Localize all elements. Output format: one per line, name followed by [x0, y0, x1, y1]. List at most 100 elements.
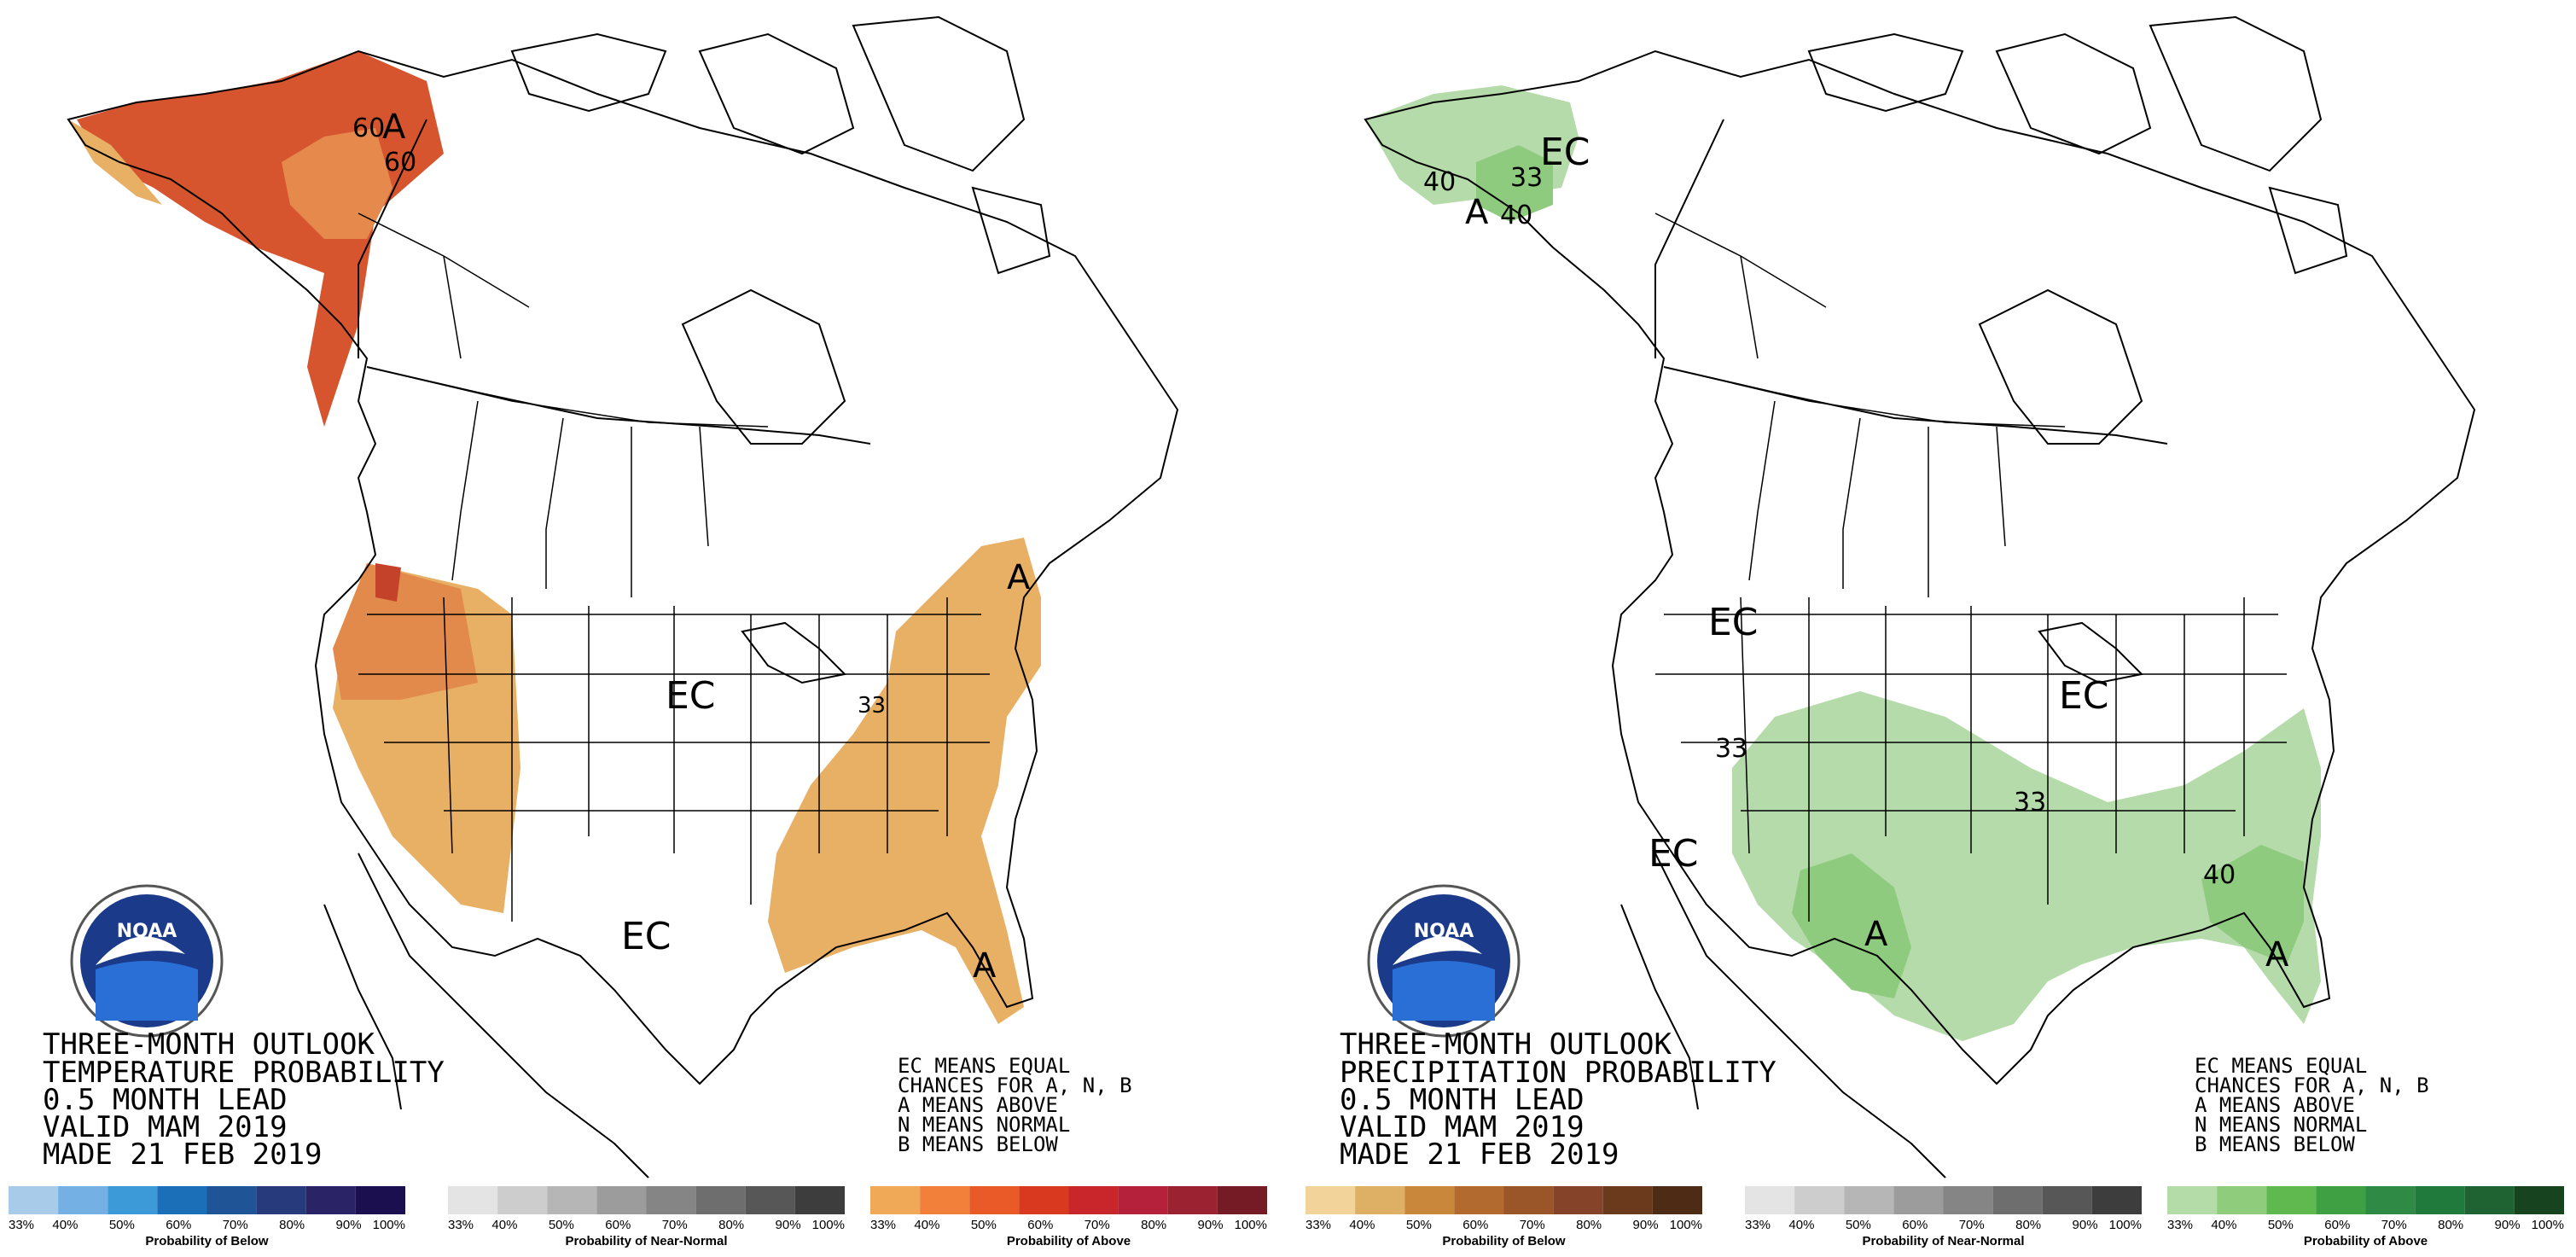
legend-swatch: [1167, 1186, 1218, 1214]
legend-swatch: [794, 1186, 845, 1214]
legend-tick-label: 40%: [1788, 1218, 1814, 1232]
legend-tick-label: 90%: [336, 1218, 362, 1232]
legend-tick-label: 50%: [971, 1218, 997, 1232]
key-line-4: N MEANS NORMAL: [898, 1113, 1070, 1137]
key-line-2: CHANCES FOR A, N, B: [2195, 1074, 2429, 1097]
legend-swatch: [1794, 1186, 1845, 1214]
label-ec-central: EC: [666, 674, 716, 718]
legend-swatch: [596, 1186, 647, 1214]
legend-probability-of-below: 33% 40% 50% 60% 70% 80% 90% 100% Probability of …: [9, 1186, 405, 1248]
legend-tick-label: 33%: [870, 1218, 896, 1232]
label-a-alaska: A: [1465, 193, 1489, 232]
legend-swatch: [920, 1186, 970, 1214]
title-line-4: VALID MAM 2019: [1340, 1110, 1585, 1144]
precipitation-key-block: EC MEANS EQUAL CHANCES FOR A, N, B A MEA…: [2195, 1054, 2429, 1156]
legend-probability-of-near-normal: 33% 40% 50% 60% 70% 80% 90% 100% Probability of …: [1745, 1186, 2142, 1248]
legend-swatch: [1305, 1186, 1356, 1214]
legend-tick-label: 50%: [109, 1218, 135, 1232]
label-60-b: 60: [384, 148, 416, 177]
legend-tick-label: 100%: [2532, 1218, 2564, 1232]
region-above-40-northwest: [333, 563, 478, 700]
title-line-3: 0.5 MONTH LEAD: [43, 1083, 288, 1117]
legend-title: Probability of Below: [1442, 1234, 1566, 1248]
legend-swatch: [497, 1186, 548, 1214]
label-ec-alaska: EC: [1540, 131, 1590, 174]
legend-swatch: [1893, 1186, 1944, 1214]
legend-swatch: [2266, 1186, 2317, 1214]
label-40-a: 40: [1423, 167, 1456, 197]
legend-tick-label: 80%: [2015, 1218, 2041, 1232]
legend-swatch: [1118, 1186, 1168, 1214]
legend-swatch: [646, 1186, 696, 1214]
precipitation-legend: 33% 40% 50% 60% 70% 80% 90% 100% Probability of …: [1305, 1186, 2564, 1248]
legend-tick-label: 50%: [1846, 1218, 1871, 1232]
title-line-2: TEMPERATURE PROBABILITY: [43, 1056, 445, 1090]
legend-swatch: [157, 1186, 207, 1214]
label-a-alaska: A: [382, 108, 406, 147]
label-40-southeast: 40: [2203, 860, 2236, 890]
legend-tick-label: 40%: [491, 1218, 517, 1232]
temperature-title-block: THREE-MONTH OUTLOOK TEMPERATURE PROBABIL…: [43, 1027, 445, 1172]
key-line-1: EC MEANS EQUAL: [2195, 1054, 2367, 1078]
label-33-central: 33: [2014, 788, 2046, 818]
label-60-a: 60: [352, 113, 385, 143]
legend-swatch: [2091, 1186, 2142, 1214]
label-33-alaska: 33: [1510, 163, 1543, 193]
legend-probability-of-near-normal: 33% 40% 50% 60% 70% 80% 90% 100% Probability of …: [448, 1186, 845, 1248]
legend-tick-label: 40%: [1349, 1218, 1375, 1232]
key-line-4: N MEANS NORMAL: [2195, 1113, 2367, 1137]
legend-tick-label: 70%: [1084, 1218, 1110, 1232]
region-above-40-alaska: [282, 128, 393, 239]
legend-swatch: [1844, 1186, 1894, 1214]
legend-swatch: [58, 1186, 108, 1214]
legend-swatch: [1553, 1186, 1603, 1214]
legend-probability-of-above: 33% 40% 50% 60% 70% 80% 90% 100% Probability of …: [2167, 1186, 2564, 1248]
legend-swatch: [2365, 1186, 2416, 1214]
legend-tick-label: 90%: [2073, 1218, 2098, 1232]
legend-tick-label: 100%: [812, 1218, 845, 1232]
legend-tick-label: 60%: [605, 1218, 631, 1232]
region-above-40-texas: [1792, 853, 1911, 998]
legend-tick-label: 33%: [448, 1218, 474, 1232]
temperature-key-block: EC MEANS EQUAL CHANCES FOR A, N, B A MEA…: [898, 1054, 1132, 1156]
legend-tick-label: 90%: [2495, 1218, 2521, 1232]
legend-swatch: [305, 1186, 356, 1214]
legend-swatch: [9, 1186, 59, 1214]
region-above-40-alaska: [1476, 145, 1553, 222]
legend-swatch: [108, 1186, 158, 1214]
legend-tick-label: 80%: [1141, 1218, 1166, 1232]
legend-swatch: [1602, 1186, 1653, 1214]
key-line-2: CHANCES FOR A, N, B: [898, 1074, 1132, 1097]
legend-probability-of-above: 33% 40% 50% 60% 70% 80% 90% 100% Probability of …: [870, 1186, 1267, 1248]
legend-swatch: [2514, 1186, 2564, 1214]
legend-tick-label: 100%: [373, 1218, 405, 1232]
noaa-logo-text: NOAA: [1414, 921, 1474, 942]
legend-swatch: [1652, 1186, 1702, 1214]
legend-swatch: [2167, 1186, 2218, 1214]
key-line-1: EC MEANS EQUAL: [898, 1054, 1070, 1078]
legend-swatch: [1068, 1186, 1119, 1214]
title-line-1: THREE-MONTH OUTLOOK: [43, 1027, 375, 1062]
label-33-west: 33: [1715, 734, 1747, 764]
legend-tick-label: 70%: [662, 1218, 688, 1232]
legend-swatch: [2464, 1186, 2515, 1214]
label-a-florida: A: [2265, 935, 2289, 975]
label-ec-west: EC: [1708, 601, 1759, 644]
legend-swatch: [1404, 1186, 1455, 1214]
legend-swatch: [969, 1186, 1020, 1214]
legend-swatch: [206, 1186, 257, 1214]
legend-swatch: [1454, 1186, 1504, 1214]
legend-title: Probability of Above: [1007, 1234, 1131, 1248]
label-ec-south: EC: [621, 915, 672, 958]
legend-title: Probability of Below: [145, 1234, 269, 1248]
precipitation-panel: 40 33 EC A 40 EC EC 33 33 EC A 40 A NOAA…: [1305, 16, 2564, 1248]
legend-swatch: [745, 1186, 795, 1214]
title-line-5: MADE 21 FEB 2019: [1340, 1138, 1619, 1172]
legend-title: Probability of Near-Normal: [1862, 1234, 2024, 1248]
legend-tick-label: 70%: [1959, 1218, 1985, 1232]
legend-swatch: [1503, 1186, 1554, 1214]
temperature-legend: 33% 40% 50% 60% 70% 80% 90% 100% Probability of …: [9, 1186, 1267, 1248]
legend-tick-label: 80%: [718, 1218, 744, 1232]
legend-tick-label: 60%: [1462, 1218, 1488, 1232]
